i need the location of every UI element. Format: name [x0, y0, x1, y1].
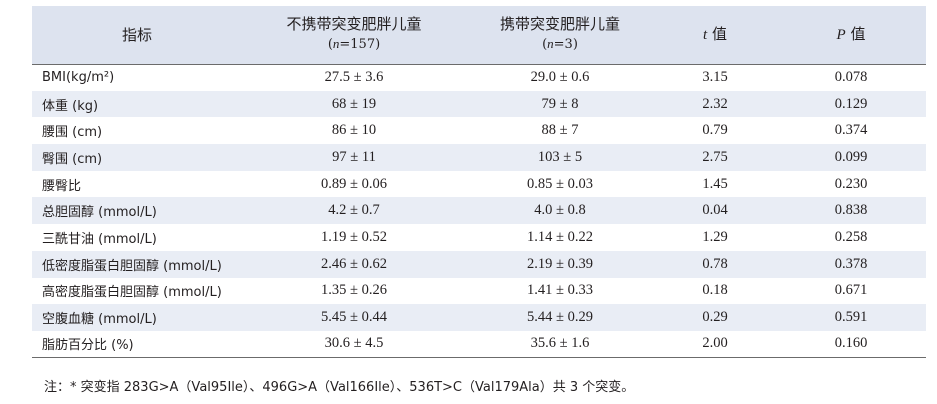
row-carrier-value: 29.0 ± 0.6: [530, 69, 590, 86]
row-indicator: 腰臀比: [42, 178, 82, 194]
table-row: 体重 (kg) 68 ± 19 79 ± 8 2.32 0.129: [32, 90, 926, 118]
row-t-value: 3.15: [702, 69, 728, 86]
table-row: 腰臀比 0.89 ± 0.06 0.85 ± 0.03 1.45 0.230: [32, 171, 926, 198]
row-noncarrier-value: 30.6 ± 4.5: [242, 330, 466, 359]
row-noncarrier-value: 0.89 ± 0.06: [321, 175, 387, 192]
header-p-value: P 值: [776, 6, 926, 65]
table-row: 总胆固醇 (mmol/L) 4.2 ± 0.7 4.0 ± 0.8 0.04 0.838: [32, 197, 926, 225]
table-row: 臀围 (cm) 97 ± 11 103 ± 5 2.75 0.099: [32, 144, 926, 171]
row-carrier-value: 88 ± 7: [541, 122, 579, 139]
header-noncarrier-title: 不携带突变肥胖儿童: [286, 15, 422, 34]
header-carrier: 携带突变肥胖儿童 (n=3): [466, 6, 654, 65]
row-carrier-value: 4.0 ± 0.8: [534, 202, 586, 219]
row-p-value: 0.374: [834, 122, 868, 139]
row-indicator: 脂肪百分比 (%): [32, 330, 242, 359]
row-noncarrier-value: 68 ± 19: [331, 95, 377, 112]
row-indicator: 臀围 (cm): [42, 151, 103, 167]
row-t-value: 2.00: [654, 330, 776, 359]
table-header: 指标 不携带突变肥胖儿童 (n=157) 携带突变肥胖儿童 (n=3) t 值 …: [32, 6, 926, 65]
row-noncarrier-value: 4.2 ± 0.7: [328, 202, 380, 219]
row-t-value: 0.18: [702, 282, 728, 299]
row-noncarrier-value: 1.19 ± 0.52: [321, 228, 387, 245]
row-indicator: 空腹血糖 (mmol/L): [42, 312, 157, 328]
header-carrier-sample: (n=3): [542, 36, 578, 53]
row-carrier-value: 79 ± 8: [541, 95, 579, 112]
header-indicator: 指标: [32, 6, 242, 65]
row-noncarrier-value: 27.5 ± 3.6: [324, 69, 384, 86]
row-p-value: 0.591: [834, 309, 868, 326]
row-noncarrier-value: 1.35 ± 0.26: [321, 282, 387, 299]
row-p-value: 0.258: [834, 228, 868, 245]
table-footnote: 注：* 突变指 283G>A（Val95Ile）、496G>A（Val166Il…: [44, 380, 635, 395]
row-t-value: 0.79: [702, 122, 728, 139]
row-indicator: 高密度脂蛋白胆固醇 (mmol/L): [42, 285, 222, 301]
row-p-value: 0.078: [834, 69, 868, 86]
row-indicator: 体重 (kg): [42, 98, 99, 114]
row-p-value: 0.671: [834, 282, 868, 299]
row-noncarrier-value: 2.46 ± 0.62: [321, 255, 387, 272]
table-row: 三酰甘油 (mmol/L) 1.19 ± 0.52 1.14 ± 0.22 1.29 0…: [32, 224, 926, 251]
row-indicator: 总胆固醇 (mmol/L): [42, 205, 157, 221]
row-noncarrier-value: 5.45 ± 0.44: [321, 309, 387, 326]
row-carrier-value: 1.14 ± 0.22: [527, 228, 593, 245]
row-indicator: 三酰甘油 (mmol/L): [42, 231, 157, 247]
row-p-value: 0.099: [834, 148, 868, 165]
row-noncarrier-value: 97 ± 11: [332, 148, 376, 165]
row-carrier-value: 2.19 ± 0.39: [527, 255, 593, 272]
table-row: 高密度脂蛋白胆固醇 (mmol/L) 1.35 ± 0.26 1.41 ± 0.33…: [32, 278, 926, 305]
row-t-value: 0.04: [702, 202, 728, 219]
row-p-value: 0.230: [834, 175, 868, 192]
header-row: 指标 不携带突变肥胖儿童 (n=157) 携带突变肥胖儿童 (n=3) t 值 …: [32, 6, 926, 65]
table-row: 腰围 (cm) 86 ± 10 88 ± 7 0.79 0.374: [32, 117, 926, 144]
row-p-value: 0.378: [834, 255, 868, 272]
row-p-value: 0.129: [834, 95, 868, 112]
row-p-value: 0.838: [834, 202, 868, 219]
row-indicator: 腰围 (cm): [42, 125, 103, 141]
row-carrier-value: 103 ± 5: [537, 148, 583, 165]
row-carrier-value: 0.85 ± 0.03: [527, 175, 593, 192]
header-carrier-title: 携带突变肥胖儿童: [499, 15, 620, 34]
row-t-value: 0.78: [702, 255, 728, 272]
header-noncarrier: 不携带突变肥胖儿童 (n=157): [242, 6, 466, 65]
table-row: 低密度脂蛋白胆固醇 (mmol/L) 2.46 ± 0.62 2.19 ± 0.39…: [32, 250, 926, 278]
row-p-value: 0.160: [776, 330, 926, 359]
row-carrier-value: 1.41 ± 0.33: [527, 282, 593, 299]
row-t-value: 1.29: [702, 228, 728, 245]
table-row: BMI(kg/m²) 27.5 ± 3.6 29.0 ± 0.6 3.15 0.078: [32, 64, 926, 91]
row-indicator: 低密度脂蛋白胆固醇 (mmol/L): [42, 258, 222, 274]
row-t-value: 0.29: [702, 309, 728, 326]
table-row: 脂肪百分比 (%) 30.6 ± 4.5 35.6 ± 1.6 2.00 0.160: [32, 330, 926, 359]
row-carrier-value: 5.44 ± 0.29: [527, 309, 593, 326]
header-noncarrier-sample: (n=157): [327, 36, 381, 53]
row-noncarrier-value: 86 ± 10: [331, 122, 377, 139]
row-t-value: 1.45: [702, 175, 728, 192]
results-table: 指标 不携带突变肥胖儿童 (n=157) 携带突变肥胖儿童 (n=3) t 值 …: [32, 6, 926, 359]
table-row: 空腹血糖 (mmol/L) 5.45 ± 0.44 5.44 ± 0.29 0.29 0…: [32, 304, 926, 331]
row-t-value: 2.32: [702, 95, 728, 112]
row-t-value: 2.75: [702, 148, 728, 165]
table-body: BMI(kg/m²) 27.5 ± 3.6 29.0 ± 0.6 3.15 0.078 体…: [32, 64, 926, 359]
row-carrier-value: 35.6 ± 1.6: [466, 330, 654, 359]
data-table-wrapper: 指标 不携带突变肥胖儿童 (n=157) 携带突变肥胖儿童 (n=3) t 值 …: [32, 6, 926, 359]
row-indicator: BMI(kg/m²): [42, 70, 115, 86]
header-t-value: t 值: [654, 6, 776, 65]
